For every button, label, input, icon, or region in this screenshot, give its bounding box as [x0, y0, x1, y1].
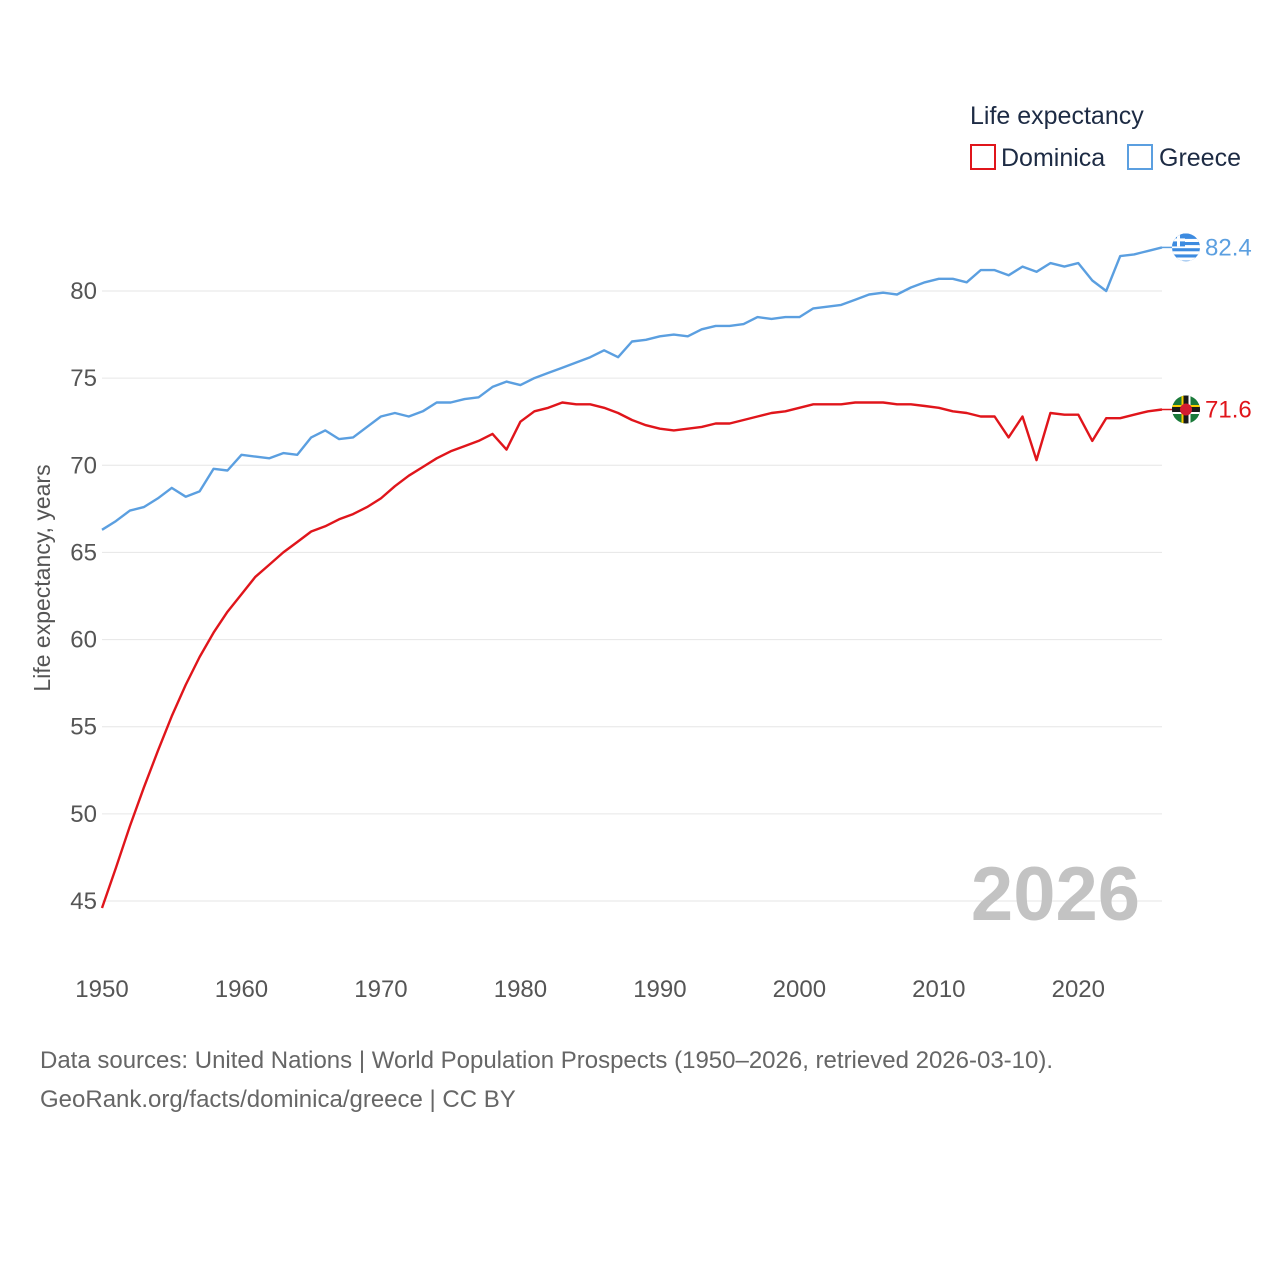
x-axis-ticks: 1950 1960 1970 1980 1990 2000 2010 2020 — [75, 976, 1105, 1003]
y-tick-label-60: 60 — [70, 627, 97, 654]
x-tick-label-1950: 1950 — [75, 976, 128, 1003]
x-tick-label-1970: 1970 — [354, 976, 407, 1003]
legend-label-dominica: Dominica — [1001, 144, 1105, 172]
series-lines — [100, 246, 1172, 909]
y-axis-title: Life expectancy, years — [29, 464, 55, 691]
dominica-end-value: 71.6 — [1205, 397, 1252, 424]
y-tick-label-55: 55 — [70, 714, 97, 741]
legend-swatch-greece — [1127, 144, 1153, 170]
dominica-end-marker: 71.6 — [1172, 395, 1252, 424]
dominica-flag-icon — [1172, 395, 1200, 424]
legend-item-dominica[interactable]: Dominica — [970, 144, 1105, 172]
y-tick-label-50: 50 — [70, 801, 97, 828]
y-tick-label-75: 75 — [70, 365, 97, 392]
legend-label-greece: Greece — [1159, 144, 1241, 172]
x-tick-label-2020: 2020 — [1052, 976, 1105, 1003]
year-watermark: 2026 — [971, 852, 1140, 937]
y-axis-ticks: 45 50 55 60 65 70 75 80 — [70, 278, 97, 915]
legend-item-greece[interactable]: Greece — [1127, 144, 1241, 172]
greece-end-value: 82.4 — [1205, 234, 1252, 261]
legend: Life expectancy Dominica Greece — [970, 102, 1241, 172]
greece-end-marker: 82.4 — [1172, 233, 1252, 262]
grid-lines — [102, 290, 1162, 902]
y-tick-label-45: 45 — [70, 888, 97, 915]
x-tick-label-1960: 1960 — [215, 976, 268, 1003]
series-line-dominica — [100, 401, 1163, 909]
x-tick-label-2010: 2010 — [912, 976, 965, 1003]
y-tick-label-80: 80 — [70, 278, 97, 305]
series-line-greece — [101, 246, 1163, 531]
legend-title: Life expectancy — [970, 102, 1144, 130]
greece-flag-icon — [1172, 233, 1200, 262]
x-tick-label-2000: 2000 — [773, 976, 826, 1003]
data-source-note: Data sources: United Nations | World Pop… — [40, 1047, 1054, 1074]
legend-swatch-dominica — [970, 144, 996, 170]
y-tick-label-70: 70 — [70, 452, 97, 479]
credit-link[interactable]: GeoRank.org/facts/dominica/greece | CC B… — [40, 1086, 516, 1113]
x-tick-label-1990: 1990 — [633, 976, 686, 1003]
y-tick-label-65: 65 — [70, 539, 97, 566]
x-tick-label-1980: 1980 — [494, 976, 547, 1003]
